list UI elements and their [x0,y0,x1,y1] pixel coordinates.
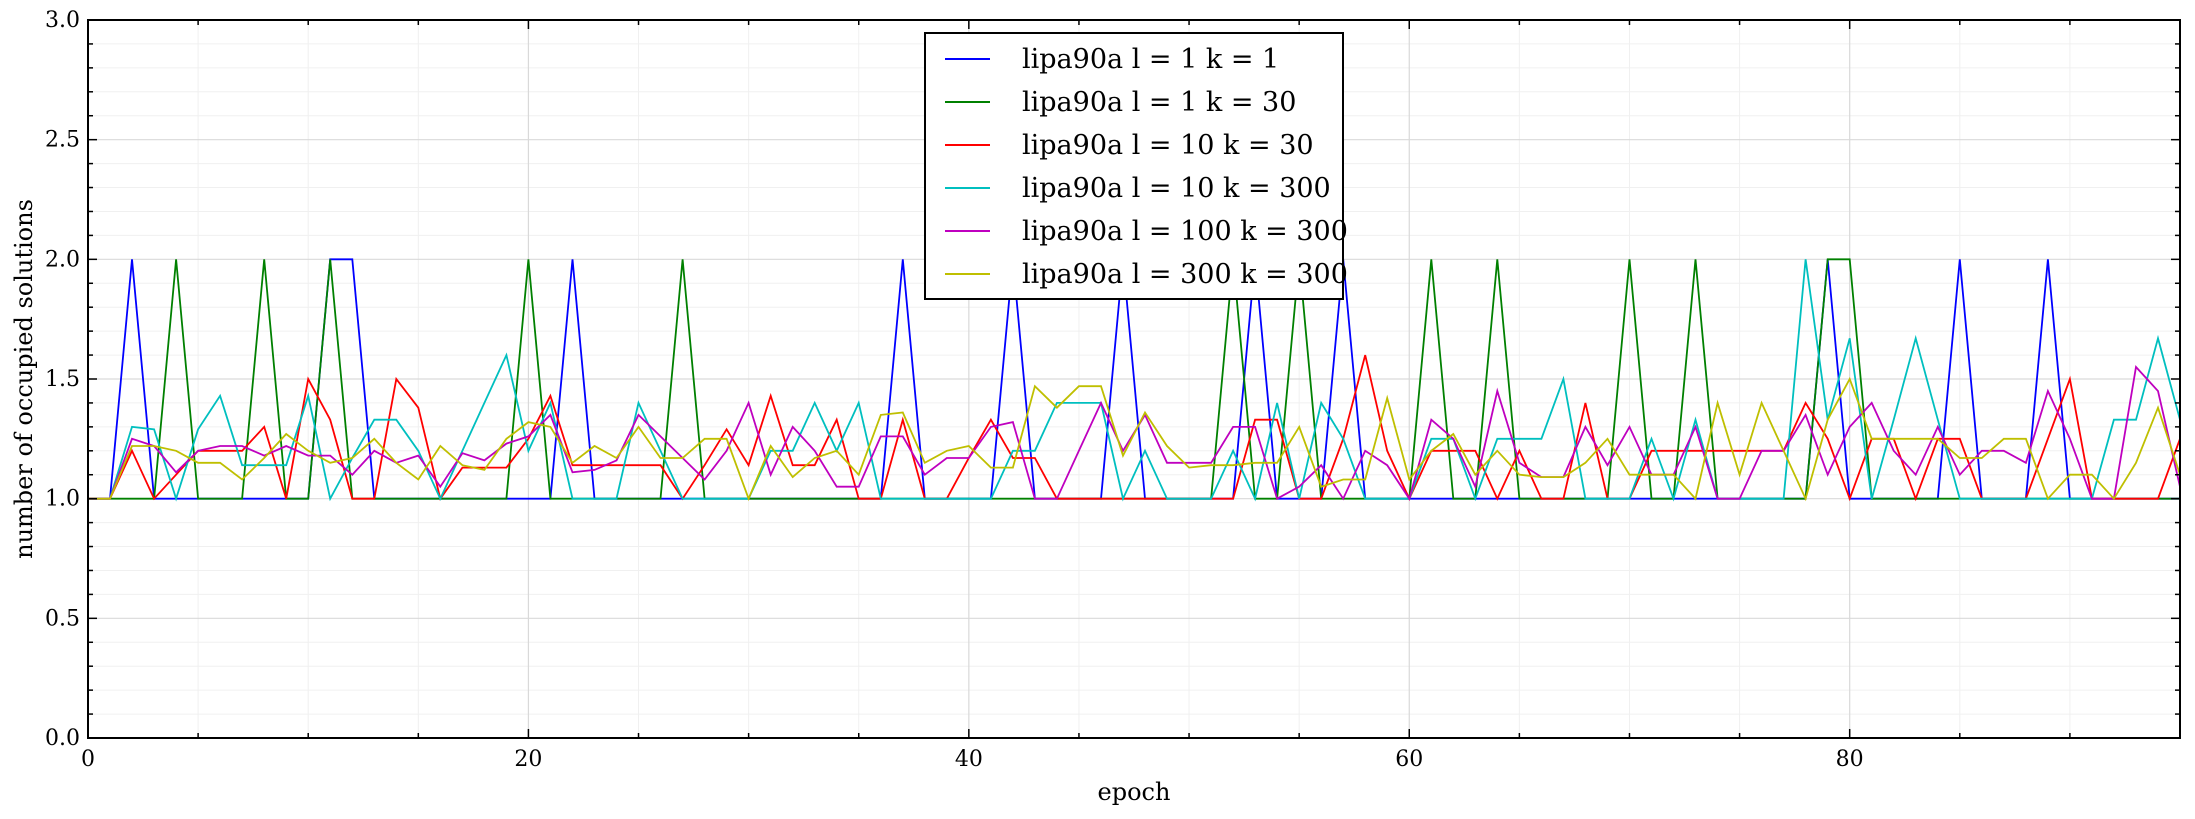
series-lines [88,258,2181,502]
y-tick-label: 1.5 [45,367,80,392]
x-tick-label: 60 [1395,747,1423,772]
series-line [88,376,2181,502]
legend-label: lipa90a l = 100 k = 300 [1022,216,1348,247]
y-tick-label: 0.0 [45,726,80,751]
y-tick-labels: 0.0 0.5 1.0 1.5 2.0 2.5 3.0 [45,8,80,751]
y-tick-label: 1.0 [45,487,80,512]
legend: lipa90a l = 1 k = 1 lipa90a l = 1 k = 30 l… [924,32,1348,300]
series-line [88,259,2181,502]
legend-label: lipa90a l = 1 k = 30 [1022,87,1296,118]
y-axis-label: number of occupied solutions [10,199,38,559]
legend-box [924,32,1344,300]
x-tick-label: 40 [955,747,983,772]
legend-label: lipa90a l = 10 k = 300 [1022,173,1331,204]
legend-label: lipa90a l = 10 k = 30 [1022,130,1314,161]
x-tick-label: 80 [1836,747,1864,772]
y-tick-label: 0.5 [45,606,80,631]
y-tick-label: 2.0 [45,247,80,272]
x-axis-label: epoch [1098,778,1171,806]
series-line [88,354,2181,502]
y-tick-label: 3.0 [45,8,80,33]
legend-entries: lipa90a l = 1 k = 1 lipa90a l = 1 k = 30 l… [945,44,1348,290]
legend-label: lipa90a l = 1 k = 1 [1022,44,1279,75]
y-tick-label: 2.5 [45,128,80,153]
axis-ticks [88,20,2180,738]
x-tick-labels: 0 20 40 60 80 [81,747,1864,772]
x-tick-label: 20 [514,747,542,772]
legend-label: lipa90a l = 300 k = 300 [1022,259,1348,290]
x-tick-label: 0 [81,747,95,772]
